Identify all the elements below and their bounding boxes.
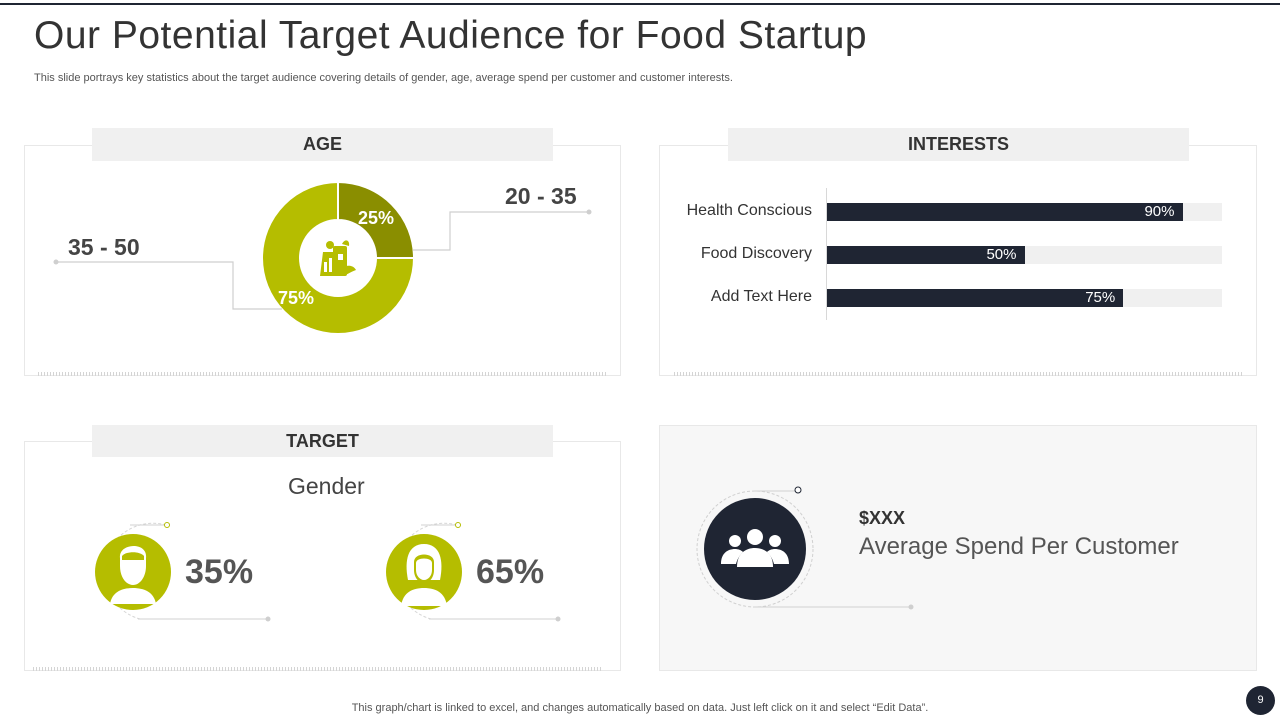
donut-slice-b xyxy=(261,180,416,335)
female-top-dot xyxy=(455,522,461,528)
male-bottom-dot xyxy=(265,616,271,622)
female-pct: 65% xyxy=(476,553,545,591)
male-top-dot xyxy=(164,522,170,528)
age-heading: AGE xyxy=(92,128,553,161)
interest-bar-track: 75% xyxy=(827,289,1222,307)
age-donut xyxy=(261,180,416,335)
interest-bar-track: 50% xyxy=(827,246,1222,264)
interests-heading: INTERESTS xyxy=(728,128,1189,161)
interest-label: Health Conscious xyxy=(686,202,812,219)
interest-bar: 50% xyxy=(827,246,1025,264)
spend-bottom-dot xyxy=(908,604,914,610)
interest-bar-value: 75% xyxy=(1085,289,1116,306)
leader-dot-20-35 xyxy=(586,209,592,215)
grocery-bag-icon-detail xyxy=(324,254,343,272)
female-bottom-dot xyxy=(555,616,561,622)
age-label-35-50: 35 - 50 xyxy=(68,234,140,260)
male-pct: 35% xyxy=(185,553,254,591)
interest-bar-value: 90% xyxy=(1144,203,1175,220)
target-panel-shadow xyxy=(33,667,601,671)
group-users-icon xyxy=(721,529,789,567)
leader-line-20-35 xyxy=(413,211,588,251)
top-rule xyxy=(0,3,1280,5)
interests-axis-line xyxy=(826,188,827,320)
interest-bar-track: 90% xyxy=(827,203,1222,221)
leader-dot-35-50 xyxy=(53,259,59,265)
interest-label: Add Text Here xyxy=(710,288,812,305)
page-subtitle: This slide portrays key statistics about… xyxy=(34,72,733,84)
interests-panel-shadow xyxy=(674,372,1242,376)
age-pct-35-50: 75% xyxy=(278,288,315,308)
gender-title: Gender xyxy=(288,473,365,499)
target-heading: TARGET xyxy=(92,425,553,457)
interest-label: Food Discovery xyxy=(700,245,812,262)
footer-note: This graph/chart is linked to excel, and… xyxy=(351,702,929,714)
interest-bar: 75% xyxy=(827,289,1124,307)
age-panel-shadow xyxy=(38,372,606,376)
spend-value: $XXX xyxy=(859,508,906,528)
donut-slice-a xyxy=(337,180,416,259)
page-number: 9 xyxy=(1246,686,1275,715)
spend-top-dot xyxy=(794,486,802,494)
spend-label: Average Spend Per Customer xyxy=(859,533,1179,560)
leader-line-35-50 xyxy=(56,261,282,310)
age-pct-20-35: 25% xyxy=(358,208,395,228)
page-title: Our Potential Target Audience for Food S… xyxy=(34,14,868,57)
interest-bar: 90% xyxy=(827,203,1183,221)
age-label-20-35: 20 - 35 xyxy=(505,183,577,209)
interest-bar-value: 50% xyxy=(986,246,1017,263)
